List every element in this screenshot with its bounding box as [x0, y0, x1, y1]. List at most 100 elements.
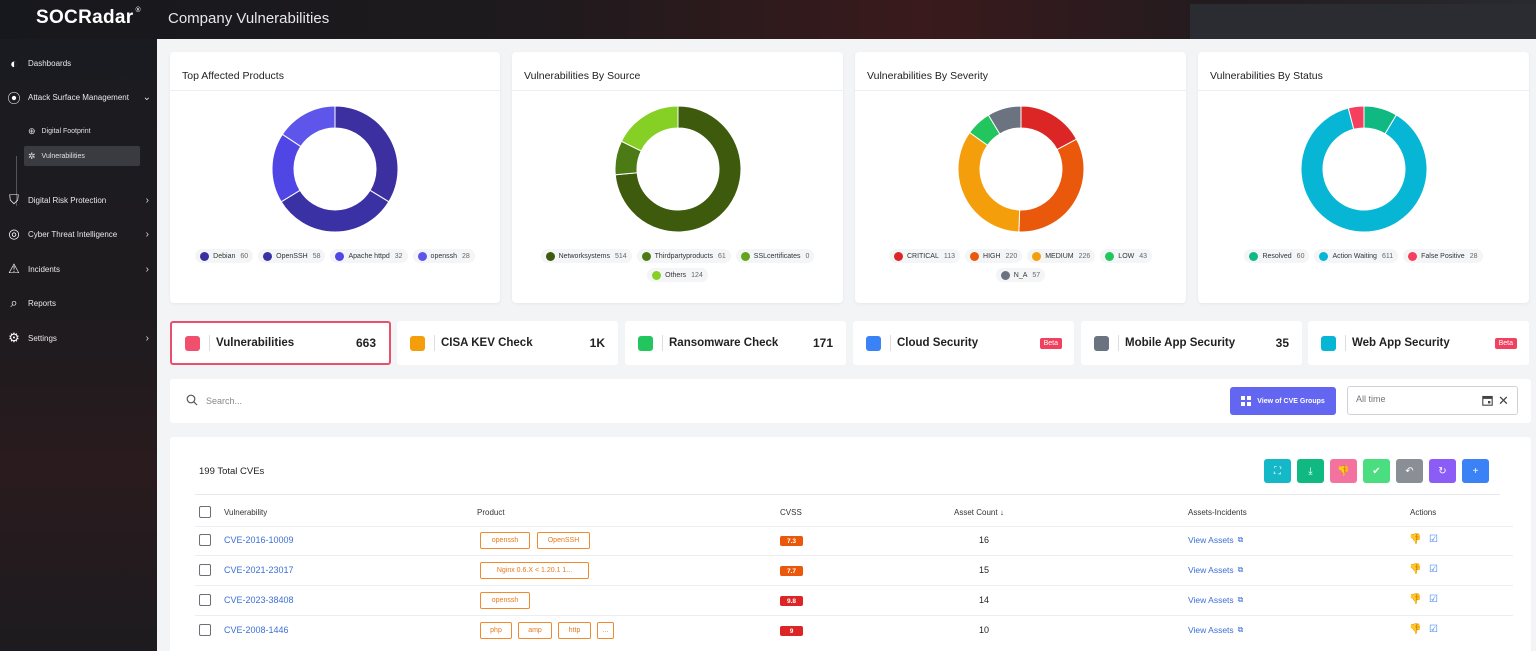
donut-slice-medium[interactable] — [957, 131, 1021, 233]
view-assets-link[interactable]: View Assets ⧉ — [1188, 595, 1244, 605]
legend-item[interactable]: SSLcertificates 0 — [735, 249, 815, 263]
donut-slice-high[interactable] — [1018, 138, 1085, 233]
resolve-button[interactable]: ✔ — [1363, 459, 1390, 483]
donut-slice-false-positive[interactable] — [1347, 105, 1365, 130]
legend-item[interactable]: OpenSSH 58 — [258, 249, 326, 263]
scan-button[interactable]: ⛶ — [1264, 459, 1291, 483]
legend-item[interactable]: openssh 28 — [412, 249, 475, 263]
legend-item[interactable]: MEDIUM 226 — [1027, 249, 1096, 263]
date-range-input[interactable] — [1356, 394, 1466, 404]
legend-item[interactable]: LOW 43 — [1100, 249, 1153, 263]
donut-chart — [614, 105, 742, 233]
legend-item[interactable]: Apache httpd 32 — [330, 249, 408, 263]
chart-title: Vulnerabilities By Status — [1210, 70, 1323, 82]
tab-vulnerabilities[interactable]: Vulnerabilities 663 — [170, 321, 391, 365]
app-logo[interactable]: SOCRadar ® — [36, 7, 141, 28]
more-products-tag[interactable]: ... — [597, 622, 614, 639]
sidebar-item-dashboards[interactable]: ◐ Dashboards — [0, 51, 157, 75]
view-assets-link[interactable]: View Assets ⧉ — [1188, 535, 1244, 545]
sidebar-item-label: Digital Risk Protection — [28, 195, 107, 205]
undo-button[interactable]: ↶ — [1396, 459, 1423, 483]
row-checkbox[interactable] — [199, 564, 211, 576]
product-tag[interactable]: Nginx 0.6.X < 1.20.1 1... — [480, 562, 589, 579]
donut-slice-critical[interactable] — [1020, 105, 1078, 151]
row-checkbox[interactable] — [199, 624, 211, 636]
donut-slice-n-a[interactable] — [987, 105, 1022, 135]
legend-item[interactable]: Resolved 60 — [1244, 249, 1310, 263]
cve-link[interactable]: CVE-2008-1446 — [224, 625, 289, 635]
close-icon[interactable]: ✕ — [1498, 393, 1509, 408]
sidebar-item-incidents[interactable]: ⚠ Incidents › — [0, 257, 157, 281]
product-tag[interactable]: openssh — [480, 532, 530, 549]
add-button[interactable]: + — [1462, 459, 1489, 483]
product-tag[interactable]: openssh — [480, 592, 530, 609]
donut-slice-openssh[interactable] — [280, 189, 390, 233]
check-square-icon[interactable]: ☑ — [1429, 534, 1438, 545]
legend-item[interactable]: CRITICAL 113 — [888, 249, 961, 263]
thumbs-down-icon[interactable]: 👎 — [1409, 564, 1422, 575]
shield-icon: ⛉ — [9, 192, 19, 207]
cve-link[interactable]: CVE-2021-23017 — [224, 565, 294, 575]
legend-item[interactable]: Action Waiting 611 — [1314, 249, 1399, 263]
legend-item[interactable]: Networksystems 514 — [540, 249, 632, 263]
product-tag[interactable]: OpenSSH — [537, 532, 590, 549]
false-positive-button[interactable]: 👎 — [1330, 459, 1357, 483]
donut-slice-action-waiting[interactable] — [1300, 107, 1428, 233]
sidebar-item-settings[interactable]: ⚙ Settings › — [0, 326, 157, 350]
legend-label: LOW — [1118, 252, 1135, 260]
column-header-product[interactable]: Product — [477, 508, 505, 517]
column-header-asset-count[interactable]: Asset Count ↓ — [954, 508, 1004, 517]
calendar-icon[interactable] — [1482, 395, 1493, 406]
cve-link[interactable]: CVE-2016-10009 — [224, 535, 294, 545]
view-assets-link[interactable]: View Assets ⧉ — [1188, 625, 1244, 635]
donut-slice-others[interactable] — [620, 105, 679, 152]
check-square-icon[interactable]: ☑ — [1429, 594, 1438, 605]
view-cve-groups-button[interactable]: View of CVE Groups — [1230, 387, 1336, 415]
donut-slice-apache-httpd[interactable] — [271, 133, 302, 203]
row-checkbox[interactable] — [199, 594, 211, 606]
sidebar-item-cyber-threat[interactable]: ◎ Cyber Threat Intelligence › — [0, 222, 157, 246]
check-square-icon[interactable]: ☑ — [1429, 564, 1438, 575]
donut-slice-networksystems[interactable] — [614, 105, 742, 233]
tab-ransomware[interactable]: Ransomware Check 171 — [625, 321, 846, 365]
column-header-cvss[interactable]: CVSS — [780, 508, 802, 517]
donut-slice-debian[interactable] — [334, 105, 399, 203]
download-button[interactable]: ⤓ — [1297, 459, 1324, 483]
sidebar-item-reports[interactable]: ⌕ Reports — [0, 291, 157, 315]
thumbs-down-icon[interactable]: 👎 — [1409, 534, 1422, 545]
legend-item[interactable]: Debian 60 — [195, 249, 254, 263]
thumbs-down-icon[interactable]: 👎 — [1409, 624, 1422, 635]
refresh-button[interactable]: ↻ — [1429, 459, 1456, 483]
row-checkbox[interactable] — [199, 534, 211, 546]
tab-web-app-security[interactable]: Web App Security Beta — [1308, 321, 1529, 365]
legend-value: 220 — [1005, 252, 1018, 260]
target-icon: ◎ — [8, 226, 20, 241]
legend-item[interactable]: Thirdpartyproducts 61 — [636, 249, 731, 263]
search-input[interactable] — [206, 393, 506, 409]
product-tag[interactable]: amp — [518, 622, 552, 639]
legend-item[interactable]: HIGH 220 — [965, 249, 1023, 263]
thumbs-down-icon[interactable]: 👎 — [1409, 594, 1422, 605]
select-all-checkbox[interactable] — [199, 506, 211, 518]
legend-swatch — [200, 251, 210, 261]
legend-item[interactable]: Others 124 — [647, 268, 708, 282]
tab-mobile-app-security[interactable]: Mobile App Security 35 — [1081, 321, 1302, 365]
sidebar-subitem-digital-footprint[interactable]: ⊕ Digital Footprint — [28, 125, 91, 136]
cve-link[interactable]: CVE-2023-38408 — [224, 595, 294, 605]
legend-item[interactable]: False Positive 28 — [1403, 249, 1483, 263]
legend-item[interactable]: N_A 57 — [995, 268, 1046, 282]
donut-slice-openssh[interactable] — [281, 105, 336, 148]
tab-cloud-security[interactable]: Cloud Security Beta — [853, 321, 1074, 365]
tab-cisa-kev[interactable]: CISA KEV Check 1K — [397, 321, 618, 365]
product-tag[interactable]: php — [480, 622, 512, 639]
legend-swatch — [263, 251, 273, 261]
date-range-field[interactable]: ✕ — [1347, 386, 1518, 415]
product-tag[interactable]: http — [558, 622, 591, 639]
sidebar-item-digital-risk[interactable]: ⛉ Digital Risk Protection › — [0, 188, 157, 212]
check-square-icon[interactable]: ☑ — [1429, 624, 1438, 635]
sidebar-item-attack-surface[interactable]: ⦿ Attack Surface Management ⌄ — [0, 85, 157, 109]
sidebar-subitem-vulnerabilities[interactable]: ✲ Vulnerabilities — [24, 146, 140, 166]
column-header-assets-incidents[interactable]: Assets-Incidents — [1188, 508, 1247, 517]
view-assets-link[interactable]: View Assets ⧉ — [1188, 565, 1244, 575]
column-header-vulnerability[interactable]: Vulnerability — [224, 508, 268, 517]
